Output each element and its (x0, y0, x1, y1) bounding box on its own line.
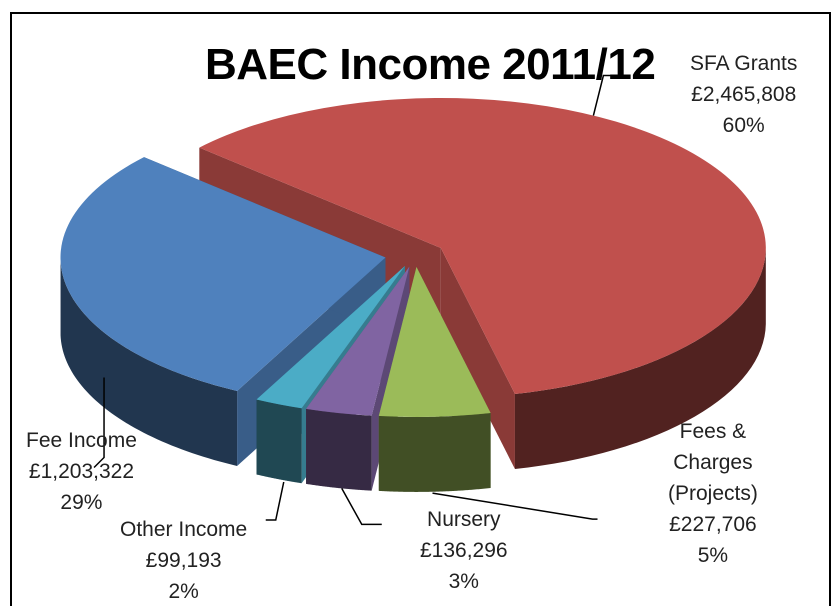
slice-value-other-income: £99,193 (145, 549, 222, 572)
slice-percent-fees-charges: 5% (697, 544, 729, 567)
chart-title: BAEC Income 2011/12 (205, 40, 656, 89)
data-label-sfa-grants: SFA Grants £2,465,808 60% (690, 48, 797, 141)
data-label-other-income: Other Income £99,193 2% (120, 514, 247, 606)
slice-name-line-3: (Projects) (668, 482, 758, 505)
slice-name-sfa-grants: SFA Grants (690, 52, 798, 75)
slice-name-line-1: Fees & (679, 420, 747, 443)
slice-percent-other-income: 2% (168, 580, 199, 603)
slice-value-nursery: £136,296 (420, 539, 508, 562)
slice-percent-sfa-grants: 60% (722, 114, 765, 137)
slice-name-line-2: Charges (673, 451, 753, 474)
leader-line-fees-charges-projects (432, 492, 598, 520)
slice-percent-nursery: 3% (448, 570, 479, 593)
slice-name-other-income: Other Income (120, 518, 248, 541)
slice-name-fee-income: Fee Income (26, 429, 137, 452)
leader-line-other-income (265, 481, 285, 521)
leader-line-fee-income (93, 377, 105, 469)
slice-percent-fee-income: 29% (60, 491, 103, 514)
slice-name-nursery: Nursery (427, 508, 501, 531)
leader-line-sfa-grants (592, 74, 614, 116)
data-label-fee-income: Fee Income £1,203,322 29% (26, 425, 137, 518)
data-label-fees-charges: Fees & Charges (Projects) £227,706 5% (668, 416, 758, 571)
leader-line-nursery (341, 488, 382, 526)
slice-value-fee-income: £1,203,322 (28, 460, 134, 483)
data-label-nursery: Nursery £136,296 3% (420, 504, 508, 597)
slice-value-fees-charges: £227,706 (669, 513, 757, 536)
slice-value-sfa-grants: £2,465,808 (691, 83, 797, 106)
pie-slice-fees-charges-projects (378, 266, 491, 492)
